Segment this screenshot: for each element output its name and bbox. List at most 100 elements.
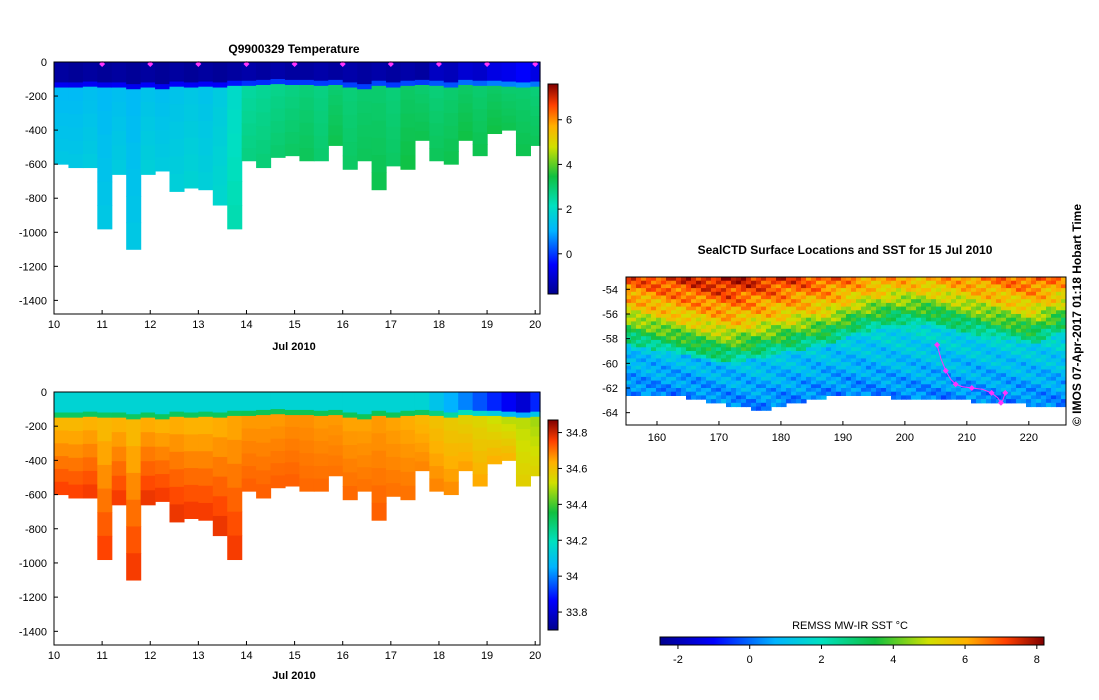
sst-cell: [716, 369, 722, 374]
sst-cell: [871, 347, 877, 352]
sst-cell: [1056, 376, 1062, 382]
sst-cell: [736, 384, 742, 389]
sst-cell: [821, 343, 827, 348]
sst-cell: [921, 358, 927, 363]
sst-cell: [676, 384, 682, 389]
sst-cell: [716, 317, 722, 322]
salinity-cell: [256, 470, 272, 485]
sst-cell: [706, 325, 712, 330]
sst-colorbar-ticks: -2 0 2 4 6 8: [673, 645, 1040, 666]
salinity-cell: [400, 443, 416, 459]
sst-cell: [971, 291, 977, 297]
sst-cell: [826, 306, 832, 311]
sst-cell: [976, 336, 982, 341]
salinity-cell: [256, 409, 272, 416]
sst-cell: [706, 351, 712, 356]
temperature-cell: [313, 62, 329, 82]
sst-cell: [641, 284, 647, 289]
temperature-cell: [487, 62, 503, 82]
sst-cell: [646, 351, 652, 356]
sst-cell: [826, 288, 832, 293]
sst-cell: [956, 362, 962, 367]
sst-cell: [976, 358, 982, 363]
sst-cell: [696, 295, 702, 300]
sst-cell: [721, 302, 727, 308]
sst-cell: [786, 295, 792, 300]
sst-cell: [861, 277, 867, 282]
sst-cell: [1046, 314, 1052, 319]
sst-cell: [726, 365, 732, 371]
sst-cell: [916, 328, 922, 334]
temperature-cell: [328, 84, 344, 96]
sst-cell: [846, 321, 852, 326]
sst-cell: [771, 354, 777, 359]
seal-track: [934, 341, 1009, 406]
temperature-cell: [501, 86, 517, 95]
sst-cell: [1051, 277, 1057, 282]
sst-cell: [861, 291, 867, 297]
sst-cell: [696, 317, 702, 322]
salinity-cell: [54, 417, 70, 431]
sst-cell: [916, 373, 922, 378]
salinity-cell: [155, 414, 171, 420]
sst-cell: [786, 325, 792, 330]
sst-cell: [771, 317, 777, 322]
sst-cell: [906, 347, 912, 352]
sst-cell: [971, 388, 977, 393]
temperature-cell: [371, 120, 387, 139]
sst-cell: [976, 288, 982, 293]
sst-cell: [976, 306, 982, 311]
temperature-cell: [241, 148, 257, 162]
sst-cell: [941, 325, 947, 330]
sst-cell: [671, 347, 677, 352]
sst-cell: [891, 391, 897, 396]
sst-cell: [966, 280, 972, 285]
sst-cell: [721, 321, 727, 326]
sst-cell: [1036, 351, 1042, 356]
sst-cell: [691, 310, 697, 315]
sst-cell: [901, 380, 907, 385]
sst-cell: [1001, 291, 1007, 297]
sst-cell: [801, 336, 807, 341]
sst-cell: [1046, 284, 1052, 289]
sst-cell: [951, 373, 957, 378]
sst-cell: [801, 339, 807, 345]
sst-cell: [1016, 291, 1022, 297]
sst-cell: [656, 277, 662, 282]
sst-cell: [846, 310, 852, 315]
sst-cell: [736, 376, 742, 382]
salinity-cell: [313, 392, 329, 412]
sst-cell: [761, 384, 767, 389]
sst-cell: [761, 317, 767, 322]
sst-cell: [1006, 310, 1012, 315]
sst-cell: [1016, 277, 1022, 282]
salinity-cell: [371, 468, 387, 486]
sst-cell: [726, 395, 732, 400]
sst-cell: [651, 328, 657, 334]
sst-cell: [1006, 280, 1012, 285]
sst-cell: [636, 299, 642, 304]
sst-cell: [941, 284, 947, 289]
sst-cell: [961, 391, 967, 396]
sst-cell: [1056, 391, 1062, 396]
sst-cell: [946, 362, 952, 367]
sst-cell: [851, 369, 857, 374]
sst-cell: [901, 395, 907, 400]
y-tick-label: -1400: [19, 626, 47, 638]
sst-cell: [976, 299, 982, 304]
sst-cell: [906, 284, 912, 289]
sst-cell: [896, 332, 902, 337]
sst-cell: [1021, 376, 1027, 382]
temperature-cell: [227, 80, 243, 87]
sst-cell: [691, 339, 697, 345]
sst-cell: [856, 288, 862, 293]
temperature-cell: [501, 101, 517, 109]
sst-cell: [1031, 358, 1037, 363]
sst-cell: [821, 314, 827, 319]
temperature-cell: [169, 173, 185, 192]
sst-cell: [906, 321, 912, 326]
sst-cell: [1041, 369, 1047, 374]
sst-cell: [946, 384, 952, 389]
sst-cell: [686, 317, 692, 322]
sst-cell: [801, 395, 807, 400]
